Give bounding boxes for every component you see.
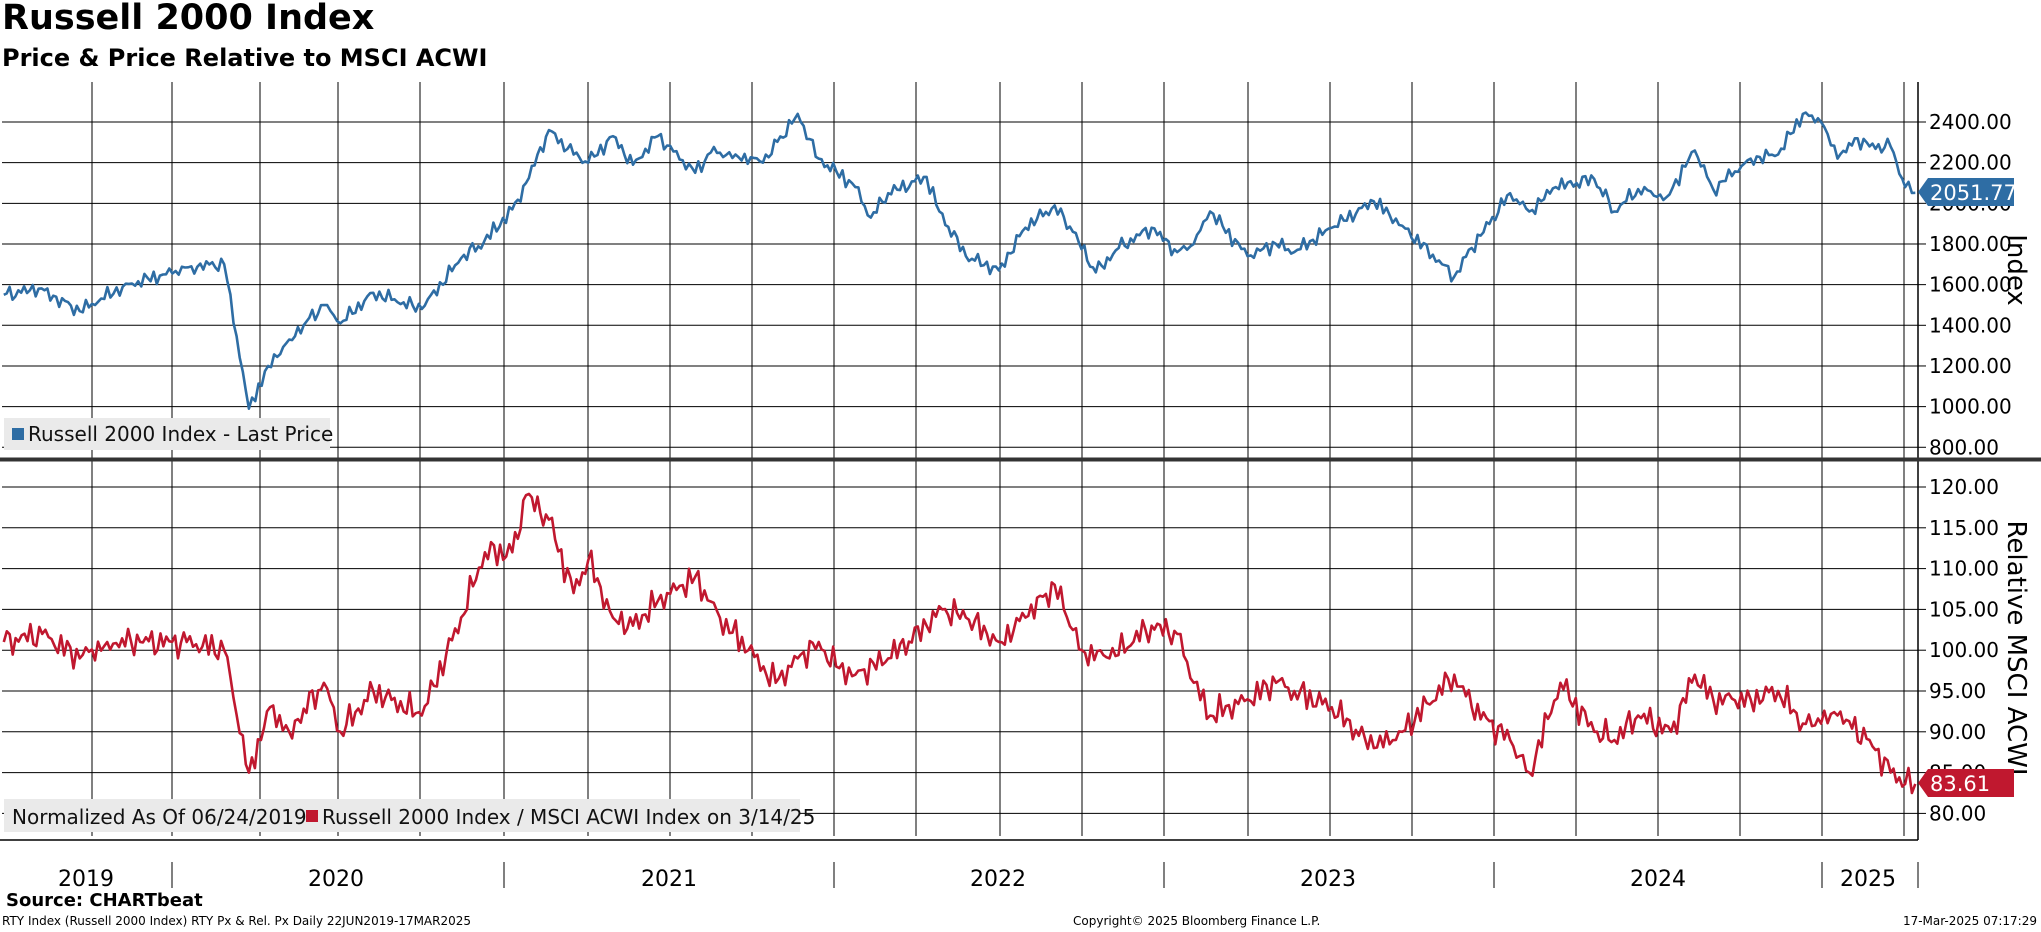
legend-swatch xyxy=(12,428,24,440)
y-tick-label: 120.00 xyxy=(1929,475,1999,499)
y-tick-label: 110.00 xyxy=(1929,557,1999,581)
y-tick-label: 800.00 xyxy=(1929,435,1999,459)
legend-swatch xyxy=(306,810,318,822)
price-legend: Russell 2000 Index - Last Price xyxy=(4,418,333,450)
x-year-label: 2025 xyxy=(1840,867,1896,892)
y-tick-label: 105.00 xyxy=(1929,597,1999,621)
footer-timestamp: 17-Mar-2025 07:17:29 xyxy=(1902,914,2037,928)
legend-label: Normalized As Of 06/24/2019 xyxy=(12,805,307,829)
x-year-label: 2020 xyxy=(308,867,364,892)
legend-series-label: Russell 2000 Index / MSCI ACWI Index on … xyxy=(322,805,815,829)
y-tick-label: 1000.00 xyxy=(1929,395,2012,419)
y-axis-label: Relative MSCI ACWI xyxy=(2001,521,2031,776)
y-tick-label: 90.00 xyxy=(1929,720,1986,744)
chart-title: Russell 2000 Index xyxy=(2,0,375,38)
y-tick-label: 2400.00 xyxy=(1929,110,2012,134)
y-tick-label: 1200.00 xyxy=(1929,354,2012,378)
x-year-label: 2023 xyxy=(1300,867,1356,892)
footer-series-info: RTY Index (Russell 2000 Index) RTY Px & … xyxy=(2,914,472,928)
y-tick-label: 2200.00 xyxy=(1929,151,2012,175)
last-value-label: 83.61 xyxy=(1930,772,1990,796)
y-tick-label: 115.00 xyxy=(1929,516,1999,540)
last-value-label: 2051.77 xyxy=(1930,181,2017,205)
x-year-label: 2022 xyxy=(970,867,1026,892)
footer-copyright: Copyright© 2025 Bloomberg Finance L.P. xyxy=(1073,914,1321,928)
relative-series-line xyxy=(2,492,1917,795)
y-axis-label: Index xyxy=(2001,234,2031,306)
x-year-label: 2019 xyxy=(58,867,114,892)
relative-legend: Normalized As Of 06/24/2019 Russell 2000 … xyxy=(4,799,815,832)
y-tick-label: 1400.00 xyxy=(1929,313,2012,337)
y-tick-label: 1800.00 xyxy=(1929,232,2012,256)
source-note: Source: CHARTbeat xyxy=(6,890,203,911)
price-series-line xyxy=(3,111,1916,410)
y-tick-label: 1600.00 xyxy=(1929,273,2012,297)
last-price-tag: 2051.77 xyxy=(1918,178,2017,206)
last-relative-tag: 83.61 xyxy=(1918,769,2014,797)
tag-shape xyxy=(1918,769,2014,797)
x-year-label: 2021 xyxy=(641,867,697,892)
tag-shape xyxy=(1918,178,2014,206)
legend-box xyxy=(4,418,330,450)
y-tick-label: 95.00 xyxy=(1929,679,1986,703)
legend-label: Russell 2000 Index - Last Price xyxy=(28,422,333,446)
x-year-label: 2024 xyxy=(1630,867,1686,892)
y-tick-label: 80.00 xyxy=(1929,801,1986,825)
y-tick-label: 100.00 xyxy=(1929,638,1999,662)
legend-box xyxy=(4,799,800,832)
chart-subtitle: Price & Price Relative to MSCI ACWI xyxy=(2,44,488,72)
